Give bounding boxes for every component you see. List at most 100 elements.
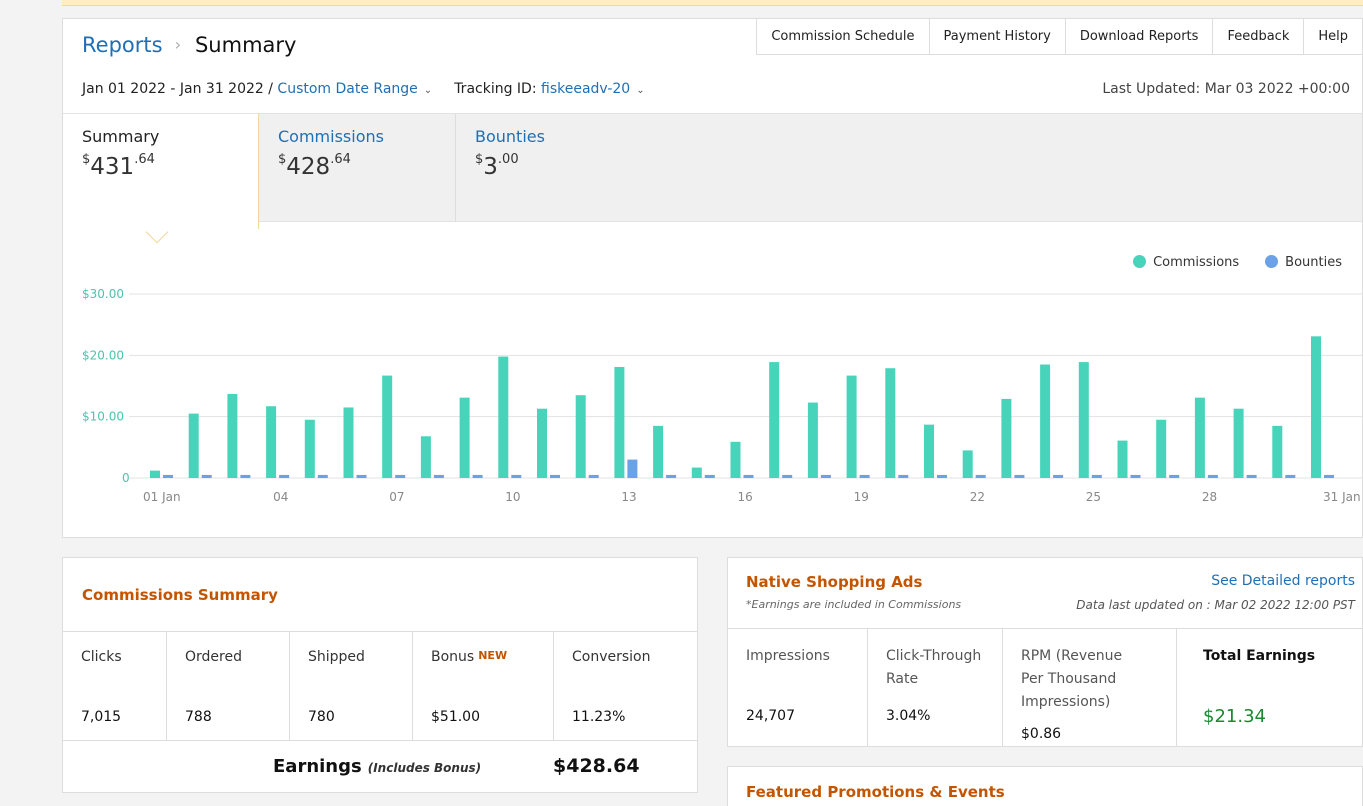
legend-commissions[interactable]: Commissions bbox=[1133, 255, 1239, 270]
legend-bounties[interactable]: Bounties bbox=[1265, 255, 1342, 270]
commission-bar[interactable] bbox=[459, 397, 470, 478]
bounty-bar[interactable] bbox=[511, 474, 522, 478]
bounty-bar[interactable] bbox=[472, 474, 483, 478]
bounty-bar[interactable] bbox=[1207, 474, 1218, 478]
conversion-cell: Conversion 11.23% bbox=[572, 649, 651, 725]
bounty-bar[interactable] bbox=[1246, 474, 1257, 478]
bounty-bar[interactable] bbox=[937, 474, 947, 478]
commission-bar[interactable] bbox=[343, 407, 354, 478]
chevron-down-icon[interactable]: ⌄ bbox=[423, 85, 433, 96]
bounty-bar[interactable] bbox=[588, 474, 599, 478]
tab-bounties[interactable]: Bounties $3.00 bbox=[455, 114, 655, 222]
commission-bar[interactable] bbox=[962, 450, 973, 478]
bounty-bar[interactable] bbox=[1324, 474, 1334, 478]
summary-tabs: Summary $431.64 Commissions $428.64 Boun… bbox=[63, 113, 1362, 229]
bounty-bar[interactable] bbox=[859, 474, 870, 478]
commission-bar[interactable] bbox=[614, 366, 625, 478]
commissions-summary-title: Commissions Summary bbox=[82, 586, 278, 604]
commission-bar[interactable] bbox=[924, 424, 934, 478]
chart-legend: Commissions Bounties bbox=[1133, 255, 1342, 270]
y-tick-label: $20.00 bbox=[82, 348, 124, 362]
tab-amount: $428.64 bbox=[278, 152, 351, 180]
date-range-dropdown[interactable]: Custom Date Range bbox=[277, 81, 418, 97]
ordered-cell: Ordered 788 bbox=[167, 632, 290, 740]
tab-label: Bounties bbox=[475, 127, 545, 146]
bounty-bar[interactable] bbox=[1285, 474, 1296, 478]
commission-bar[interactable] bbox=[1233, 408, 1244, 478]
bounty-bar[interactable] bbox=[433, 474, 444, 478]
bounty-bar[interactable] bbox=[666, 474, 677, 478]
commission-bar[interactable] bbox=[227, 393, 238, 478]
bounty-bar[interactable] bbox=[782, 474, 793, 478]
tab-commissions[interactable]: Commissions $428.64 bbox=[259, 114, 455, 222]
commission-bar[interactable] bbox=[1194, 397, 1205, 478]
x-tick-label: 31 Jan bbox=[1323, 490, 1361, 504]
commission-bar[interactable] bbox=[1078, 362, 1089, 478]
commission-bar[interactable] bbox=[420, 436, 431, 478]
tab-amount: $431.64 bbox=[82, 152, 155, 180]
x-tick-label: 13 bbox=[621, 490, 636, 504]
commission-bar[interactable] bbox=[537, 408, 547, 478]
commission-bar[interactable] bbox=[575, 395, 586, 478]
bounty-bar[interactable] bbox=[356, 474, 367, 478]
bounty-bar[interactable] bbox=[317, 474, 328, 478]
breadcrumb-separator-icon: › bbox=[174, 35, 181, 54]
bounty-bar[interactable] bbox=[1169, 474, 1180, 478]
commission-bar[interactable] bbox=[846, 375, 857, 478]
commission-bar[interactable] bbox=[1040, 364, 1051, 478]
tab-summary[interactable]: Summary $431.64 bbox=[63, 114, 259, 229]
bounty-bar[interactable] bbox=[820, 474, 831, 478]
bounty-bar[interactable] bbox=[975, 474, 986, 478]
bounty-bar[interactable] bbox=[1091, 474, 1102, 478]
download-reports-link[interactable]: Download Reports bbox=[1066, 19, 1214, 54]
bounty-bar[interactable] bbox=[704, 474, 715, 478]
commission-bar[interactable] bbox=[498, 356, 509, 478]
commission-bar[interactable] bbox=[382, 375, 393, 478]
commission-bar[interactable] bbox=[885, 368, 896, 478]
bounty-bar[interactable] bbox=[550, 474, 560, 478]
bounty-bar[interactable] bbox=[1053, 474, 1064, 478]
commissions-summary-card: Commissions Summary Clicks 7,015 Ordered… bbox=[62, 557, 698, 793]
bounty-bar[interactable] bbox=[743, 474, 754, 478]
bounty-bar[interactable] bbox=[898, 474, 909, 478]
bounty-bar[interactable] bbox=[627, 459, 638, 478]
bounty-bar[interactable] bbox=[240, 474, 251, 478]
earnings-value: $428.64 bbox=[553, 755, 640, 777]
filter-bar: Jan 01 2022 - Jan 31 2022 / Custom Date … bbox=[82, 81, 667, 97]
commission-bar[interactable] bbox=[769, 362, 780, 478]
native-ads-title: Native Shopping Ads bbox=[746, 573, 923, 591]
commission-schedule-link[interactable]: Commission Schedule bbox=[757, 19, 930, 54]
bounty-bar[interactable] bbox=[201, 474, 212, 478]
y-tick-label: $30.00 bbox=[82, 287, 124, 301]
commission-bar[interactable] bbox=[266, 406, 277, 478]
x-tick-label: 19 bbox=[854, 490, 869, 504]
tracking-id-dropdown[interactable]: fiskeeadv-20 bbox=[541, 81, 631, 97]
see-detailed-reports-link[interactable]: See Detailed reports bbox=[1211, 573, 1355, 589]
tab-label: Commissions bbox=[278, 127, 384, 146]
bounty-bar[interactable] bbox=[1014, 474, 1025, 478]
commission-bar[interactable] bbox=[188, 413, 199, 478]
chevron-down-icon[interactable]: ⌄ bbox=[636, 85, 645, 96]
commission-bar[interactable] bbox=[1001, 398, 1012, 478]
bounty-bar[interactable] bbox=[1130, 474, 1141, 478]
help-link[interactable]: Help bbox=[1318, 29, 1348, 44]
tab-amount: $3.00 bbox=[475, 152, 519, 180]
commission-bar[interactable] bbox=[1311, 336, 1321, 478]
commission-bar[interactable] bbox=[1156, 419, 1167, 478]
x-tick-label: 16 bbox=[738, 490, 753, 504]
commission-bar[interactable] bbox=[1117, 440, 1128, 478]
commission-bar[interactable] bbox=[691, 467, 702, 478]
bounty-bar[interactable] bbox=[279, 474, 290, 478]
commission-bar[interactable] bbox=[1272, 425, 1283, 478]
payment-history-link[interactable]: Payment History bbox=[930, 19, 1066, 54]
commission-bar[interactable] bbox=[807, 402, 818, 478]
breadcrumb: Reports › Summary bbox=[82, 33, 296, 57]
commission-bar[interactable] bbox=[730, 441, 741, 478]
commission-bar[interactable] bbox=[653, 425, 664, 478]
commission-bar[interactable] bbox=[150, 470, 160, 478]
feedback-link[interactable]: Feedback bbox=[1213, 19, 1305, 54]
bounty-bar[interactable] bbox=[163, 474, 173, 478]
bounty-bar[interactable] bbox=[395, 474, 406, 478]
commission-bar[interactable] bbox=[304, 419, 315, 478]
breadcrumb-reports-link[interactable]: Reports bbox=[82, 33, 163, 57]
